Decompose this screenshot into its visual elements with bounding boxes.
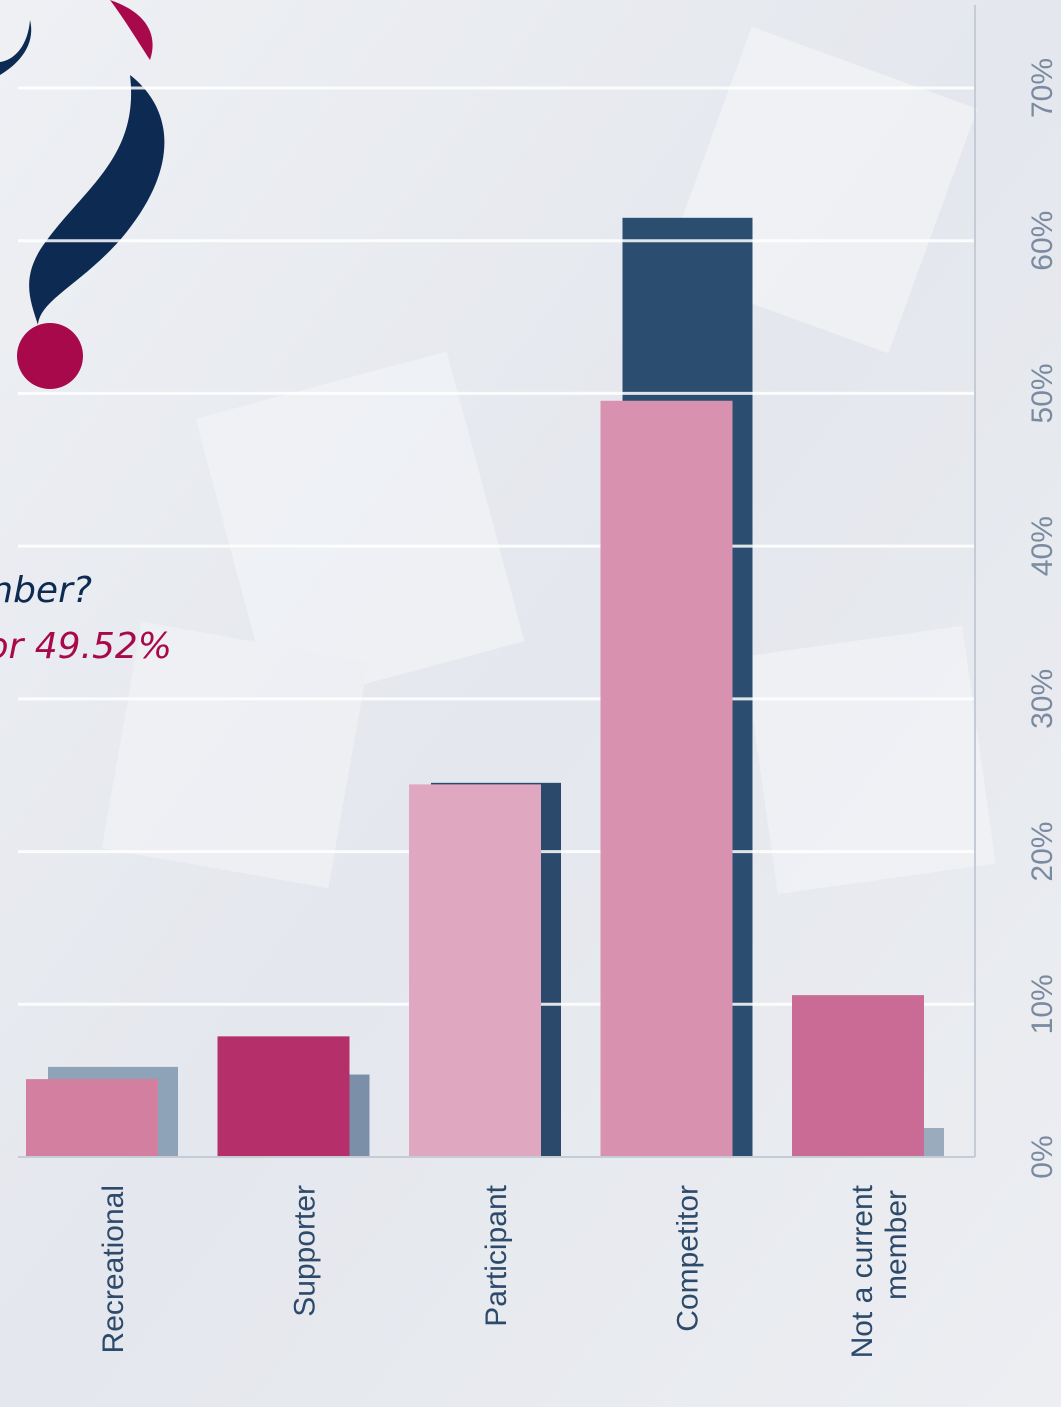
- y-tick-label: 30%: [1026, 669, 1059, 729]
- bar: [601, 401, 733, 1157]
- x-tick-label: Competitor: [671, 1185, 704, 1332]
- x-tick-label: Recreational: [97, 1185, 130, 1353]
- page: nber? or 49.52% 0% 10% 20% 30% 40% 50% 60% 70% R…: [0, 0, 1061, 1407]
- question-mark-dot: [17, 323, 83, 389]
- x-tick-label: Participant: [480, 1184, 513, 1326]
- y-tick-label: 50%: [1026, 363, 1059, 423]
- chart: nber? or 49.52% 0% 10% 20% 30% 40% 50% 60% 70% R…: [0, 0, 1061, 1407]
- y-tick-label: 10%: [1026, 974, 1059, 1034]
- y-tick-label: 0%: [1026, 1135, 1059, 1178]
- annotation: nber?: [0, 570, 92, 611]
- bar: [409, 784, 541, 1157]
- bar: [26, 1079, 158, 1157]
- y-tick-label: 70%: [1026, 58, 1059, 118]
- annotation: or 49.52%: [0, 626, 172, 667]
- y-tick-label: 20%: [1026, 822, 1059, 882]
- x-tick-label: Supporter: [288, 1185, 321, 1317]
- bar: [218, 1036, 350, 1157]
- y-tick-label: 60%: [1026, 211, 1059, 271]
- bar: [792, 995, 924, 1157]
- y-tick-label: 40%: [1026, 516, 1059, 576]
